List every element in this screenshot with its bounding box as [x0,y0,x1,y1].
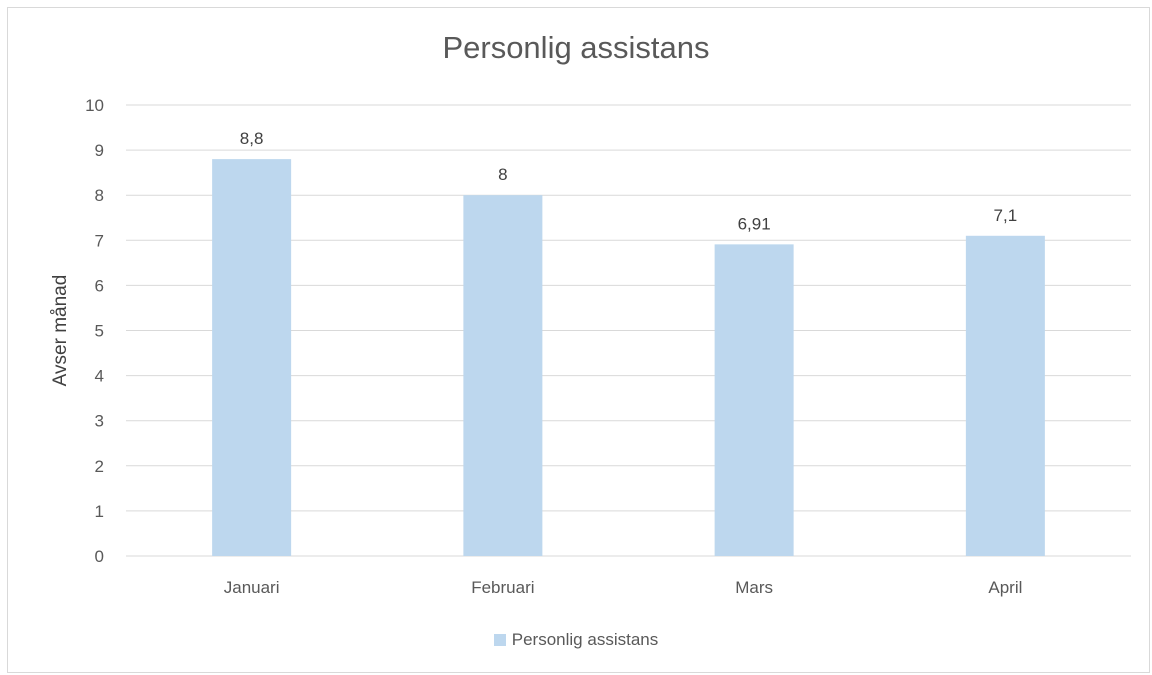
y-tick-label: 2 [95,457,104,476]
gridlines [126,104,1131,557]
data-label: 8,8 [240,129,264,148]
bar [212,159,292,556]
chart-frame [7,7,1150,673]
data-label: 7,1 [994,206,1018,225]
data-labels: 8,8 8 6,91 7,1 [240,129,1017,233]
y-tick-label: 10 [85,96,104,115]
x-tick-label: Januari [224,578,280,597]
data-label: 6,91 [738,214,771,233]
legend-swatch [493,634,506,646]
x-axis-ticks: Januari Februari Mars April [224,578,1023,597]
y-tick-label: 1 [95,502,104,521]
bar [965,235,1045,557]
y-tick-label: 5 [95,322,104,341]
bar [714,244,794,556]
y-tick-label: 6 [95,276,104,295]
y-axis-ticks: 0 1 2 3 4 5 6 7 8 9 10 [85,96,104,566]
y-tick-label: 9 [95,141,104,160]
bars [212,159,1045,557]
x-tick-label: April [988,578,1022,597]
y-tick-label: 7 [95,231,104,250]
x-tick-label: Mars [735,578,773,597]
y-axis-label: Avser månad [50,275,71,387]
chart-title: Personlig assistans [442,30,710,65]
y-tick-label: 4 [95,367,104,386]
y-tick-label: 0 [95,547,104,566]
data-label: 8 [498,165,507,184]
y-tick-label: 8 [95,186,104,205]
x-tick-label: Februari [471,578,534,597]
legend: Personlig assistans [0,630,1152,650]
y-tick-label: 3 [95,412,104,431]
legend-label: Personlig assistans [511,630,659,649]
bar [463,195,543,556]
